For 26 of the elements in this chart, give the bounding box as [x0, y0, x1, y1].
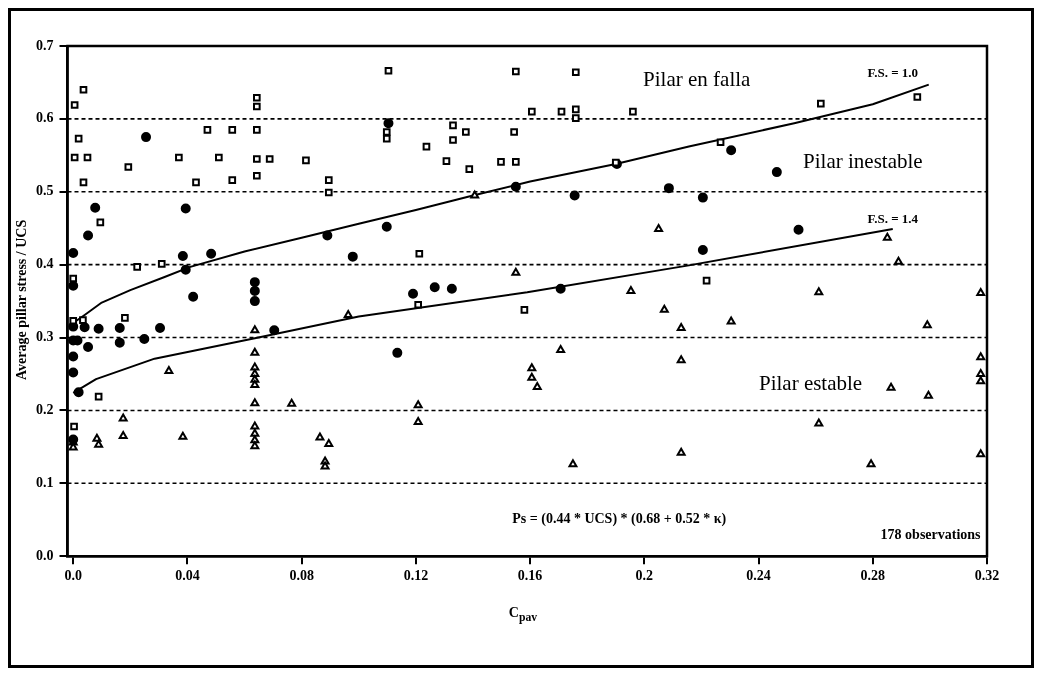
x-tick-label: 0.0: [64, 568, 82, 584]
y-tick-label: 0.6: [36, 110, 54, 126]
x-tick-label: 0.32: [974, 568, 1000, 584]
y-tick-label: 0.2: [36, 402, 54, 418]
annotation: F.S. = 1.0: [867, 65, 919, 81]
x-tick-label: 0.04: [175, 568, 200, 584]
annotation: Ps = (0.44 * UCS) * (0.68 + 0.52 * κ): [512, 511, 727, 528]
y-tick-label: 0.0: [36, 547, 54, 563]
x-axis-title: C$_{pav}$: [507, 605, 539, 624]
x-tick-label: 0.2: [635, 568, 654, 584]
y-tick-label: 0.1: [36, 474, 54, 490]
y-axis-title: Average pillar stress / UCS: [14, 219, 30, 380]
annotation: F.S. = 1.4: [867, 210, 919, 226]
y-tick-label: 0.4: [36, 256, 54, 272]
y-tick-label: 0.3: [36, 329, 54, 345]
x-tick-label: 0.08: [289, 568, 314, 584]
annotation: Pilar inestable: [803, 148, 923, 173]
annotation: Pilar estable: [758, 370, 863, 395]
annotation: Pilar en falla: [643, 67, 752, 92]
annotation: 178 observations: [880, 527, 982, 543]
y-tick-label: 0.5: [36, 183, 54, 199]
x-tick-label: 0.16: [517, 568, 543, 584]
x-tick-label: 0.28: [860, 568, 886, 584]
x-tick-label: 0.12: [403, 568, 429, 584]
y-tick-label: 0.7: [36, 37, 54, 53]
x-tick-label: 0.24: [746, 568, 771, 584]
